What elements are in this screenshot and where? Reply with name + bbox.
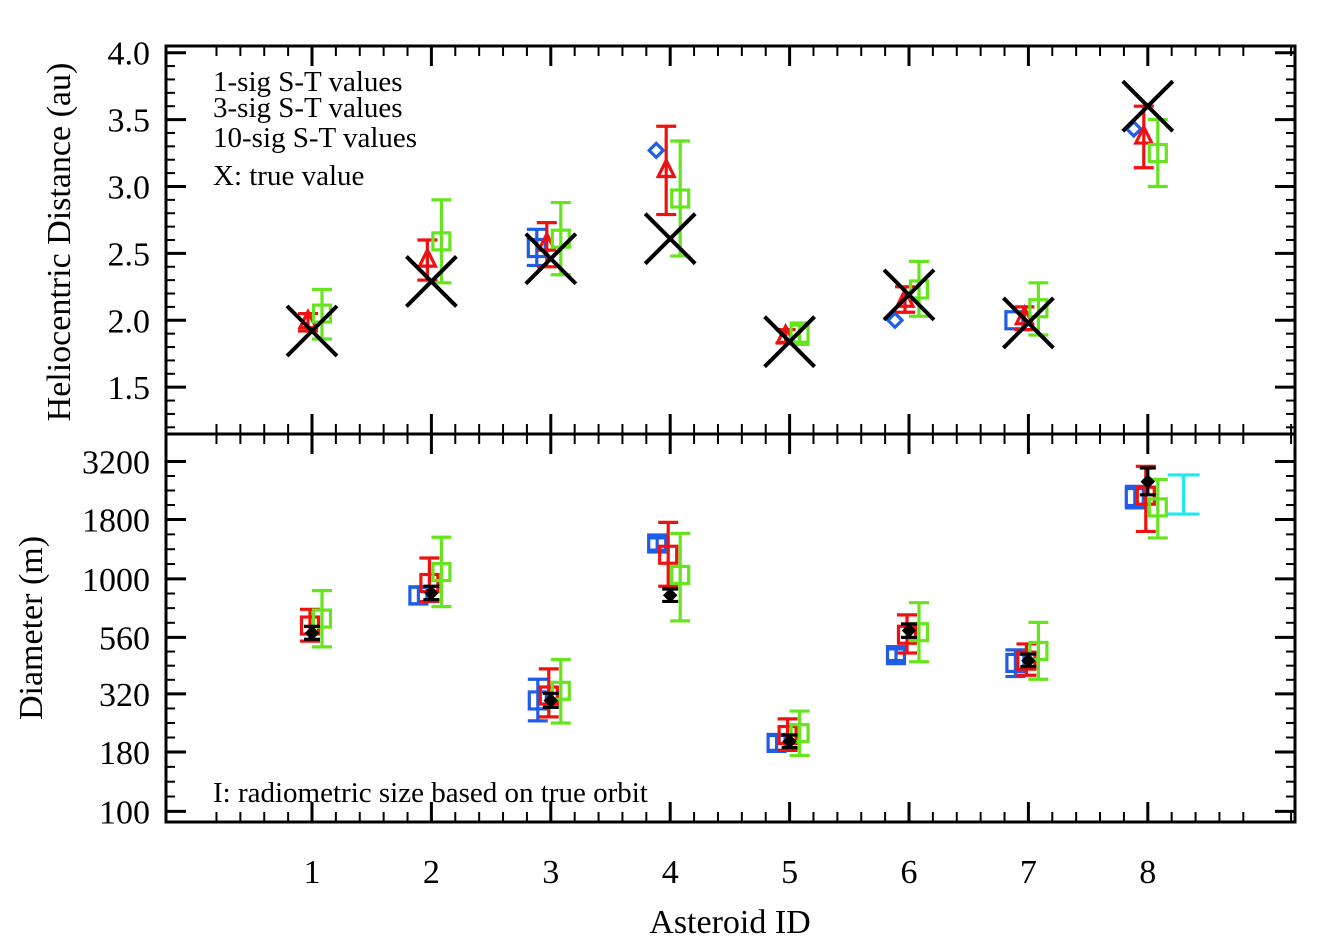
bottom-10-sig-point <box>431 561 452 583</box>
bottom-y-axis-title: Diameter (m) <box>13 536 50 720</box>
bottom-radiometric-point-errorbar <box>1167 473 1200 516</box>
top-10-sig-point <box>789 323 810 344</box>
top-true-value-point-stroke <box>1001 296 1055 350</box>
bottom-1-sig-point-errorbar <box>886 647 906 663</box>
bottom-true-point <box>662 588 678 603</box>
top-y-tick-label: 3.5 <box>108 103 151 140</box>
top-10-sig-point-errorbar <box>1147 117 1168 189</box>
top-10-sig-point <box>1028 298 1049 319</box>
bottom-10-sig-point <box>1028 640 1049 662</box>
bottom-y-tick-label: 3200 <box>82 444 150 481</box>
bottom-1-sig-point-errorbar <box>527 677 548 723</box>
top-true-value-point-stroke <box>524 232 578 286</box>
bottom-10-sig-point-errorbar <box>789 709 810 758</box>
top-true-value-point-stroke <box>285 304 339 358</box>
bottom-1-sig-point <box>885 645 907 666</box>
top-3-sig-point-errorbar <box>656 124 677 217</box>
top-10-sig-point <box>908 279 930 300</box>
top-10-sig-point <box>670 188 691 209</box>
bottom-true-point <box>901 623 917 638</box>
legend-entry-true: X: true value <box>213 160 364 192</box>
top-true-value-point-stroke <box>763 315 817 369</box>
top-true-value-point <box>1121 79 1175 133</box>
top-true-value-point <box>763 315 817 369</box>
top-true-value-point-stroke <box>882 268 936 322</box>
x-tick-label: 7 <box>1020 854 1037 891</box>
bottom-10-sig-point <box>789 723 810 744</box>
top-true-value-point <box>285 304 339 358</box>
top-10-sig-point <box>431 231 452 252</box>
bottom-1-sig-point-errorbar <box>647 536 668 552</box>
ticks-layer <box>166 46 1295 822</box>
bottom-true-point <box>424 585 439 601</box>
top-3-sig-point <box>416 246 438 268</box>
bottom-10-sig-point <box>311 608 333 629</box>
bottom-10-sig-point-errorbar <box>670 531 691 623</box>
bottom-true-point <box>782 734 797 749</box>
top-true-value-point <box>882 268 936 322</box>
bottom-10-sig-point-errorbar <box>1028 620 1049 681</box>
x-tick-label: 8 <box>1139 854 1156 891</box>
bottom-y-tick-label: 180 <box>99 735 150 772</box>
marks-layer <box>285 79 1200 758</box>
bottom-true-point <box>1021 653 1036 668</box>
top-true-value-point-stroke <box>643 212 697 266</box>
x-tick-label: 3 <box>542 854 559 891</box>
top-y-tick-label: 2.0 <box>108 303 151 340</box>
x-tick-label: 6 <box>901 854 918 891</box>
x-tick-label: 1 <box>304 854 321 891</box>
bottom-10-sig-point-errorbar <box>431 535 452 609</box>
labels-layer: 1.52.02.53.03.54.01001803205601000180032… <box>82 36 1156 891</box>
top-y-tick-label: 3.0 <box>108 169 151 206</box>
x-tick-label: 4 <box>662 854 679 891</box>
bottom-1-sig-point <box>647 533 668 554</box>
top-true-value-point <box>524 232 578 286</box>
bottom-true-point <box>304 625 320 641</box>
top-true-value-point <box>1001 296 1055 350</box>
top-3-sig-point <box>1133 123 1155 145</box>
x-tick-label: 2 <box>423 854 440 891</box>
bottom-10-sig-point <box>550 680 571 701</box>
top-true-value-point <box>643 212 697 266</box>
top-true-value-point <box>404 255 458 308</box>
bottom-10-sig-point <box>1147 497 1168 518</box>
top-y-tick-label: 2.5 <box>108 236 151 273</box>
bottom-3-sig-point-errorbar <box>658 520 679 588</box>
bottom-y-tick-label: 100 <box>99 794 150 831</box>
top-3-sig-point <box>655 156 677 179</box>
legend: 1-sig S-T values 3-sig S-T values 10-sig… <box>213 66 417 192</box>
x-axis-title: Asteroid ID <box>649 904 810 941</box>
bottom-y-tick-label: 320 <box>99 677 150 714</box>
bottom-3-sig-point <box>658 544 679 565</box>
top-true-value-point-stroke <box>404 255 458 308</box>
bottom-10-sig-point <box>670 564 691 586</box>
top-1-sig-point <box>646 141 666 160</box>
bottom-panel-frame <box>164 432 1297 824</box>
top-y-tick-label: 1.5 <box>108 370 151 407</box>
top-1-sig-point <box>885 311 905 330</box>
top-10-sig-point <box>1147 142 1168 164</box>
bottom-10-sig-point-errorbar <box>550 657 571 725</box>
bottom-y-tick-label: 560 <box>99 620 150 657</box>
bottom-1-sig-point <box>1124 486 1145 508</box>
legend-entry-10sig: 10-sig S-T values <box>213 122 417 154</box>
top-y-tick-label: 4.0 <box>108 36 151 73</box>
bottom-10-sig-point-errorbar <box>312 589 332 649</box>
top-true-value-point-stroke <box>1121 79 1175 133</box>
legend-entry-1sig: 1-sig S-T values <box>213 66 403 98</box>
bottom-true-point <box>1140 474 1156 489</box>
bottom-10-sig-point-errorbar <box>909 601 929 664</box>
bottom-y-tick-label: 1800 <box>82 503 150 540</box>
radiometric-note: I: radiometric size based on true orbit <box>213 777 648 809</box>
bottom-y-tick-label: 1000 <box>82 562 150 599</box>
bottom-true-point <box>543 693 559 708</box>
legend-entry-3sig: 3-sig S-T values <box>213 92 403 124</box>
x-tick-label: 5 <box>781 854 798 891</box>
top-y-axis-title: Heliocentric Distance (au) <box>41 63 78 422</box>
